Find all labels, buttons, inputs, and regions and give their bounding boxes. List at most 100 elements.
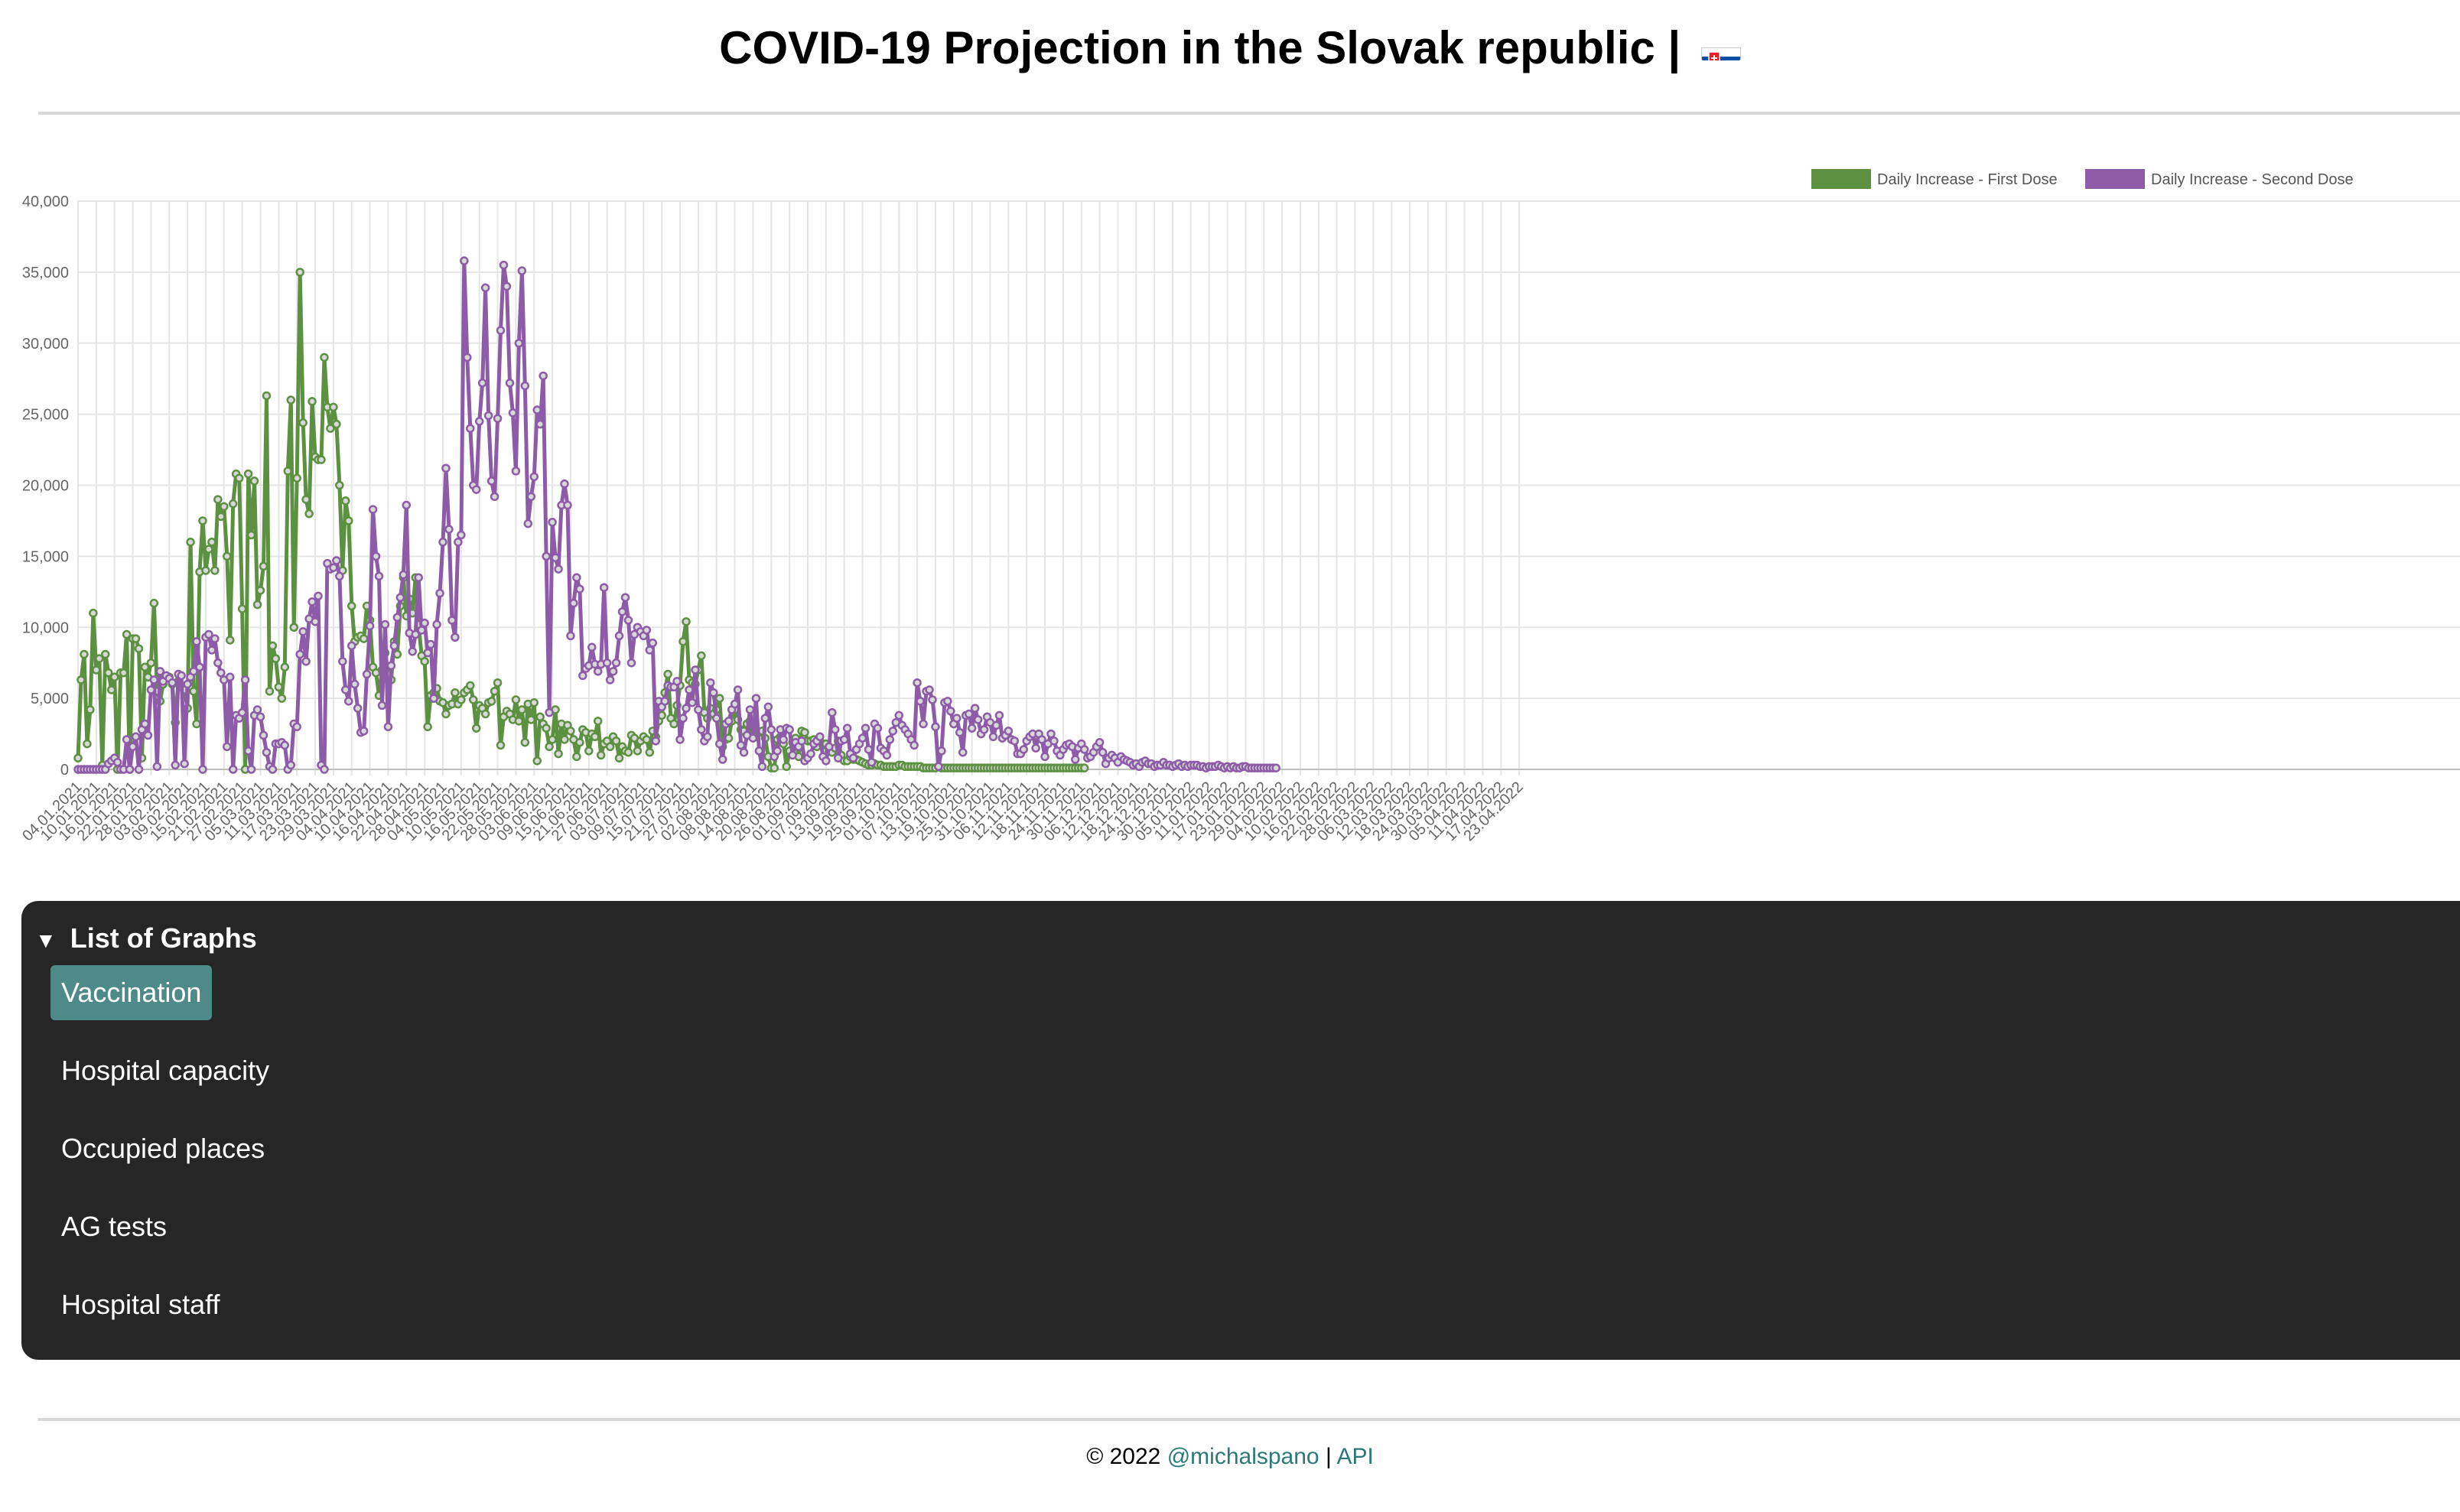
data-point	[645, 645, 655, 655]
data-point	[529, 697, 539, 707]
data-point	[143, 730, 153, 740]
data-point	[739, 747, 749, 757]
data-point	[551, 553, 560, 562]
data-point	[873, 723, 883, 733]
data-point	[1271, 763, 1280, 772]
triangle-down-icon: ▼	[35, 928, 57, 952]
data-point	[760, 714, 770, 723]
data-point	[718, 755, 727, 764]
data-point	[332, 556, 341, 565]
data-point	[578, 671, 587, 681]
data-point	[220, 502, 229, 512]
data-point	[785, 725, 794, 734]
data-point	[329, 563, 338, 572]
data-point	[192, 719, 201, 729]
data-point	[207, 645, 216, 655]
graph-item-occupied-places[interactable]: Occupied places	[61, 1133, 265, 1164]
data-point	[213, 658, 223, 668]
data-point	[210, 634, 220, 643]
data-point	[283, 467, 293, 476]
data-point	[80, 649, 89, 659]
data-point	[332, 419, 341, 429]
data-point	[368, 505, 378, 514]
data-point	[101, 649, 110, 659]
header-divider	[38, 112, 2460, 115]
data-point	[572, 573, 581, 582]
data-point	[709, 688, 718, 697]
data-point	[831, 725, 840, 734]
data-point	[320, 765, 329, 774]
data-point	[554, 749, 563, 759]
data-point	[535, 419, 545, 429]
data-point	[888, 727, 898, 736]
data-point	[751, 694, 761, 703]
data-point	[593, 667, 603, 676]
data-point	[928, 695, 937, 704]
api-link[interactable]: API	[1336, 1444, 1374, 1469]
data-point	[226, 672, 235, 682]
data-point	[92, 665, 101, 675]
data-point	[691, 665, 700, 675]
data-point	[140, 719, 150, 729]
data-point	[542, 723, 551, 733]
data-point	[736, 740, 746, 750]
graph-item-ag-tests[interactable]: AG tests	[61, 1211, 168, 1242]
data-point	[441, 709, 451, 719]
data-point	[131, 732, 141, 742]
data-point	[502, 281, 512, 291]
data-point	[909, 740, 919, 750]
data-point	[341, 685, 350, 694]
data-point	[688, 697, 697, 707]
data-point	[246, 530, 256, 540]
data-point	[490, 687, 499, 696]
data-point	[298, 418, 308, 428]
data-point	[435, 588, 444, 598]
graph-item-hospital-staff[interactable]: Hospital staff	[61, 1289, 220, 1320]
data-point	[353, 704, 363, 713]
data-point	[623, 616, 633, 625]
data-point	[648, 638, 658, 648]
data-point	[724, 717, 734, 726]
data-point	[265, 687, 275, 696]
data-point	[335, 571, 344, 581]
data-point	[697, 725, 706, 734]
graph-item-vaccination[interactable]: Vaccination	[50, 965, 213, 1020]
data-point	[545, 742, 554, 752]
data-point	[861, 723, 870, 733]
data-point	[548, 518, 557, 527]
data-point	[252, 705, 262, 714]
data-point	[262, 391, 272, 401]
data-point	[486, 476, 496, 486]
legend-label: Daily Increase - First Dose	[1877, 171, 2058, 188]
data-point	[441, 463, 451, 473]
data-point	[633, 746, 643, 756]
data-point	[131, 634, 141, 643]
footer: © 2022 @michalspano | API	[0, 1444, 2460, 1470]
y-tick-label: 40,000	[22, 193, 69, 210]
data-point	[973, 715, 983, 724]
footer-separator: |	[1325, 1444, 1332, 1469]
data-point	[155, 667, 165, 676]
graph-list-toggle[interactable]: ▼ List of Graphs	[35, 922, 257, 954]
data-point	[797, 736, 806, 746]
data-point	[386, 661, 396, 671]
data-point	[122, 735, 132, 744]
data-point	[991, 720, 1001, 730]
data-point	[237, 604, 247, 613]
author-link[interactable]: @michalspano	[1167, 1444, 1319, 1469]
vaccination-chart: 0 5,000 10,000 15,000 20,000 25,000 30,000 35,0…	[19, 169, 2460, 844]
graph-item-hospital-capacity[interactable]: Hospital capacity	[61, 1055, 270, 1086]
data-point	[545, 707, 554, 717]
data-point	[128, 742, 138, 752]
data-point	[326, 424, 335, 433]
data-point	[848, 753, 858, 763]
data-point	[587, 642, 597, 652]
data-point	[885, 735, 895, 744]
data-point	[529, 472, 539, 482]
data-point	[359, 727, 369, 736]
data-point	[517, 705, 527, 714]
data-point	[371, 551, 381, 561]
data-point	[1049, 736, 1059, 746]
data-point	[952, 714, 962, 723]
data-point	[377, 701, 387, 710]
